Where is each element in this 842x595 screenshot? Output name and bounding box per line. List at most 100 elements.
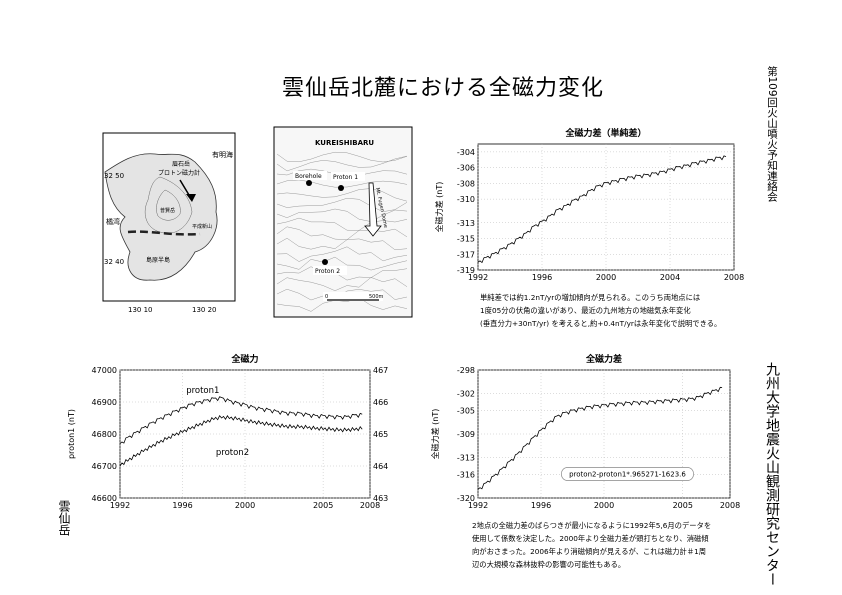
x-tick-label: 2000 xyxy=(596,273,616,282)
x-tick-label: 1992 xyxy=(110,501,130,510)
contour-line xyxy=(276,217,408,231)
map-label-proton: プロトン磁力計 xyxy=(158,169,200,177)
y-tick-label: -315 xyxy=(457,235,475,244)
chart-title: 全磁力差（単純差） xyxy=(564,127,646,139)
borehole-marker xyxy=(306,180,312,186)
y-tick-label: -306 xyxy=(457,164,475,173)
y-tick-label: -298 xyxy=(457,366,475,375)
y-tick-label: 46800 xyxy=(92,430,117,439)
borehole-label: Borehole xyxy=(295,173,322,180)
x-tick-label: 1996 xyxy=(172,501,192,510)
map-label-ariake: 有明海 xyxy=(212,150,233,159)
contour-line xyxy=(276,226,408,240)
peninsula-map: 32 50 32 40 130 10 130 20 有明海 橘湾 眉石岳 プロト… xyxy=(102,132,236,314)
note-line: 辺の大規模な森林抜粋の影響の可能性もある。 xyxy=(472,560,626,569)
y-right-tick-label: 464 xyxy=(373,462,388,471)
proton1-label: Proton 1 xyxy=(333,174,358,181)
contour-line xyxy=(276,256,408,271)
note-line: 使用して係数を決定した。2000年より全磁力差が頭打ちとなり、消磁傾 xyxy=(472,534,709,543)
formula-box xyxy=(561,467,694,481)
y-tick-label: 46700 xyxy=(92,462,117,471)
note-line: 単純差では約1.2nT/yrの増加傾向が見られる。このうち両地点には xyxy=(480,293,701,302)
series-line-1 xyxy=(119,396,363,444)
y-right-tick-label: 466 xyxy=(373,398,388,407)
y-tick-label: -320 xyxy=(457,494,475,503)
proton2-label: Proton 2 xyxy=(315,268,340,275)
simple-difference-note: 単純差では約1.2nT/yrの増加傾向が見られる。このうち両地点には 1度05分… xyxy=(480,291,721,330)
map-label-mayuyama: 眉石岳 xyxy=(172,161,190,168)
lat-label-2: 32 40 xyxy=(104,258,124,266)
contour-line xyxy=(276,237,408,251)
series-line-2 xyxy=(119,414,363,467)
x-tick-label: 2000 xyxy=(594,501,614,510)
x-tick-label: 1996 xyxy=(532,273,552,282)
x-tick-label: 2005 xyxy=(313,501,333,510)
scale-zero: 0 xyxy=(325,294,328,300)
x-tick-label: 1996 xyxy=(531,501,551,510)
contour-line xyxy=(276,208,408,222)
y-right-tick-label: 467 xyxy=(373,366,388,375)
dome-direction-arrow xyxy=(364,182,382,237)
y-tick-label: -305 xyxy=(457,407,475,416)
y-tick-label: -317 xyxy=(457,250,475,259)
lat-label-1: 32 50 xyxy=(104,172,124,180)
institution-label: 九州大学地震火山観測研究センター xyxy=(764,362,780,586)
y-tick-label: -319 xyxy=(457,266,475,275)
y-tick-label: 46900 xyxy=(92,398,117,407)
x-tick-label: 2004 xyxy=(660,273,680,282)
lon-label-2: 130 20 xyxy=(192,306,217,314)
lon-label-1: 130 10 xyxy=(128,306,153,314)
map-label-heisei: 平成新山 xyxy=(192,223,212,230)
y-tick-label: 46600 xyxy=(92,494,117,503)
contour-line xyxy=(276,277,408,291)
y-tick-label: -316 xyxy=(457,471,475,480)
map-label-tachibana: 橘湾 xyxy=(106,217,120,226)
contour-line xyxy=(276,246,408,262)
formula-annotation: proton2-proton1*.965271-1623.6 xyxy=(569,470,686,478)
y-axis-label: 全磁力差 (nT) xyxy=(434,182,444,233)
y-tick-label: -308 xyxy=(457,179,475,188)
x-tick-label: 1992 xyxy=(468,501,488,510)
contour-line xyxy=(276,155,408,172)
note-line: 向がおさまった。2006年より消磁傾向が見えるが、これは磁力計＃1周 xyxy=(472,547,707,556)
proton2-marker xyxy=(322,259,328,265)
scale-end: 500m xyxy=(369,294,384,300)
series-label-proton1: proton1 xyxy=(186,386,219,396)
note-line: (垂直分力+30nT/yr) を考えると,約+0.4nT/yrは永年変化で説明で… xyxy=(480,319,722,328)
volcano-label: 雲仙岳 xyxy=(57,500,71,536)
y-tick-label: 47000 xyxy=(92,366,117,375)
simple-difference-chart: 全磁力差（単純差） 1992 1996 2000 2004 2008 -304 -306 -30… xyxy=(434,127,744,282)
chart-title: 全磁力 xyxy=(230,353,258,365)
x-tick-label: 2000 xyxy=(235,501,255,510)
contour-line xyxy=(276,151,408,163)
total-field-chart: 全磁力 1992 1996 2000 2005 2008 46600 46700 46800 46… xyxy=(67,353,388,510)
series-label-proton2: proton2 xyxy=(216,448,249,458)
topo-map-title: KUREISHIBARU xyxy=(315,139,374,147)
y-right-tick-label: 463 xyxy=(373,494,388,503)
contour-line xyxy=(276,197,408,212)
y-tick-label: -313 xyxy=(457,219,475,228)
y-tick-label: -309 xyxy=(457,430,475,439)
x-tick-label: 2005 xyxy=(673,501,693,510)
field-difference-chart: 全磁力差 1992 1996 2000 2005 2008 -298 -302 -305 -309… xyxy=(430,353,740,510)
y-right-tick-label: 465 xyxy=(373,430,388,439)
y-tick-label: -302 xyxy=(457,389,475,398)
series-line-1 xyxy=(477,386,723,490)
y-axis-label: proton1 (nT) xyxy=(67,409,76,459)
contour-line xyxy=(276,266,408,281)
x-tick-label: 1992 xyxy=(468,273,488,282)
y-axis-label: 全磁力差 (nT) xyxy=(430,409,440,460)
meeting-label: 第109回火山噴火予知連絡会 xyxy=(766,66,778,202)
contour-line xyxy=(276,188,408,202)
field-difference-note: 2地点の全磁力差のばらつきが最小になるように1992年5,6月のデータを 使用し… xyxy=(472,519,711,571)
map-label-peninsula: 島原半島 xyxy=(146,256,170,264)
page-title: 雲仙岳北麓における全磁力変化 xyxy=(282,76,605,101)
note-line: 2地点の全磁力差のばらつきが最小になるように1992年5,6月のデータを xyxy=(472,521,712,530)
y-tick-label: -313 xyxy=(457,453,475,462)
proton1-marker xyxy=(338,185,344,191)
map-label-fugen: 普賢岳 xyxy=(160,207,175,214)
series-line-1 xyxy=(477,155,727,264)
x-tick-label: 2008 xyxy=(724,273,744,282)
chart-title: 全磁力差 xyxy=(585,353,622,365)
note-line: 1度05分の伏角の違いがあり、最近の九州地方の地磁気永年変化 xyxy=(480,306,691,315)
